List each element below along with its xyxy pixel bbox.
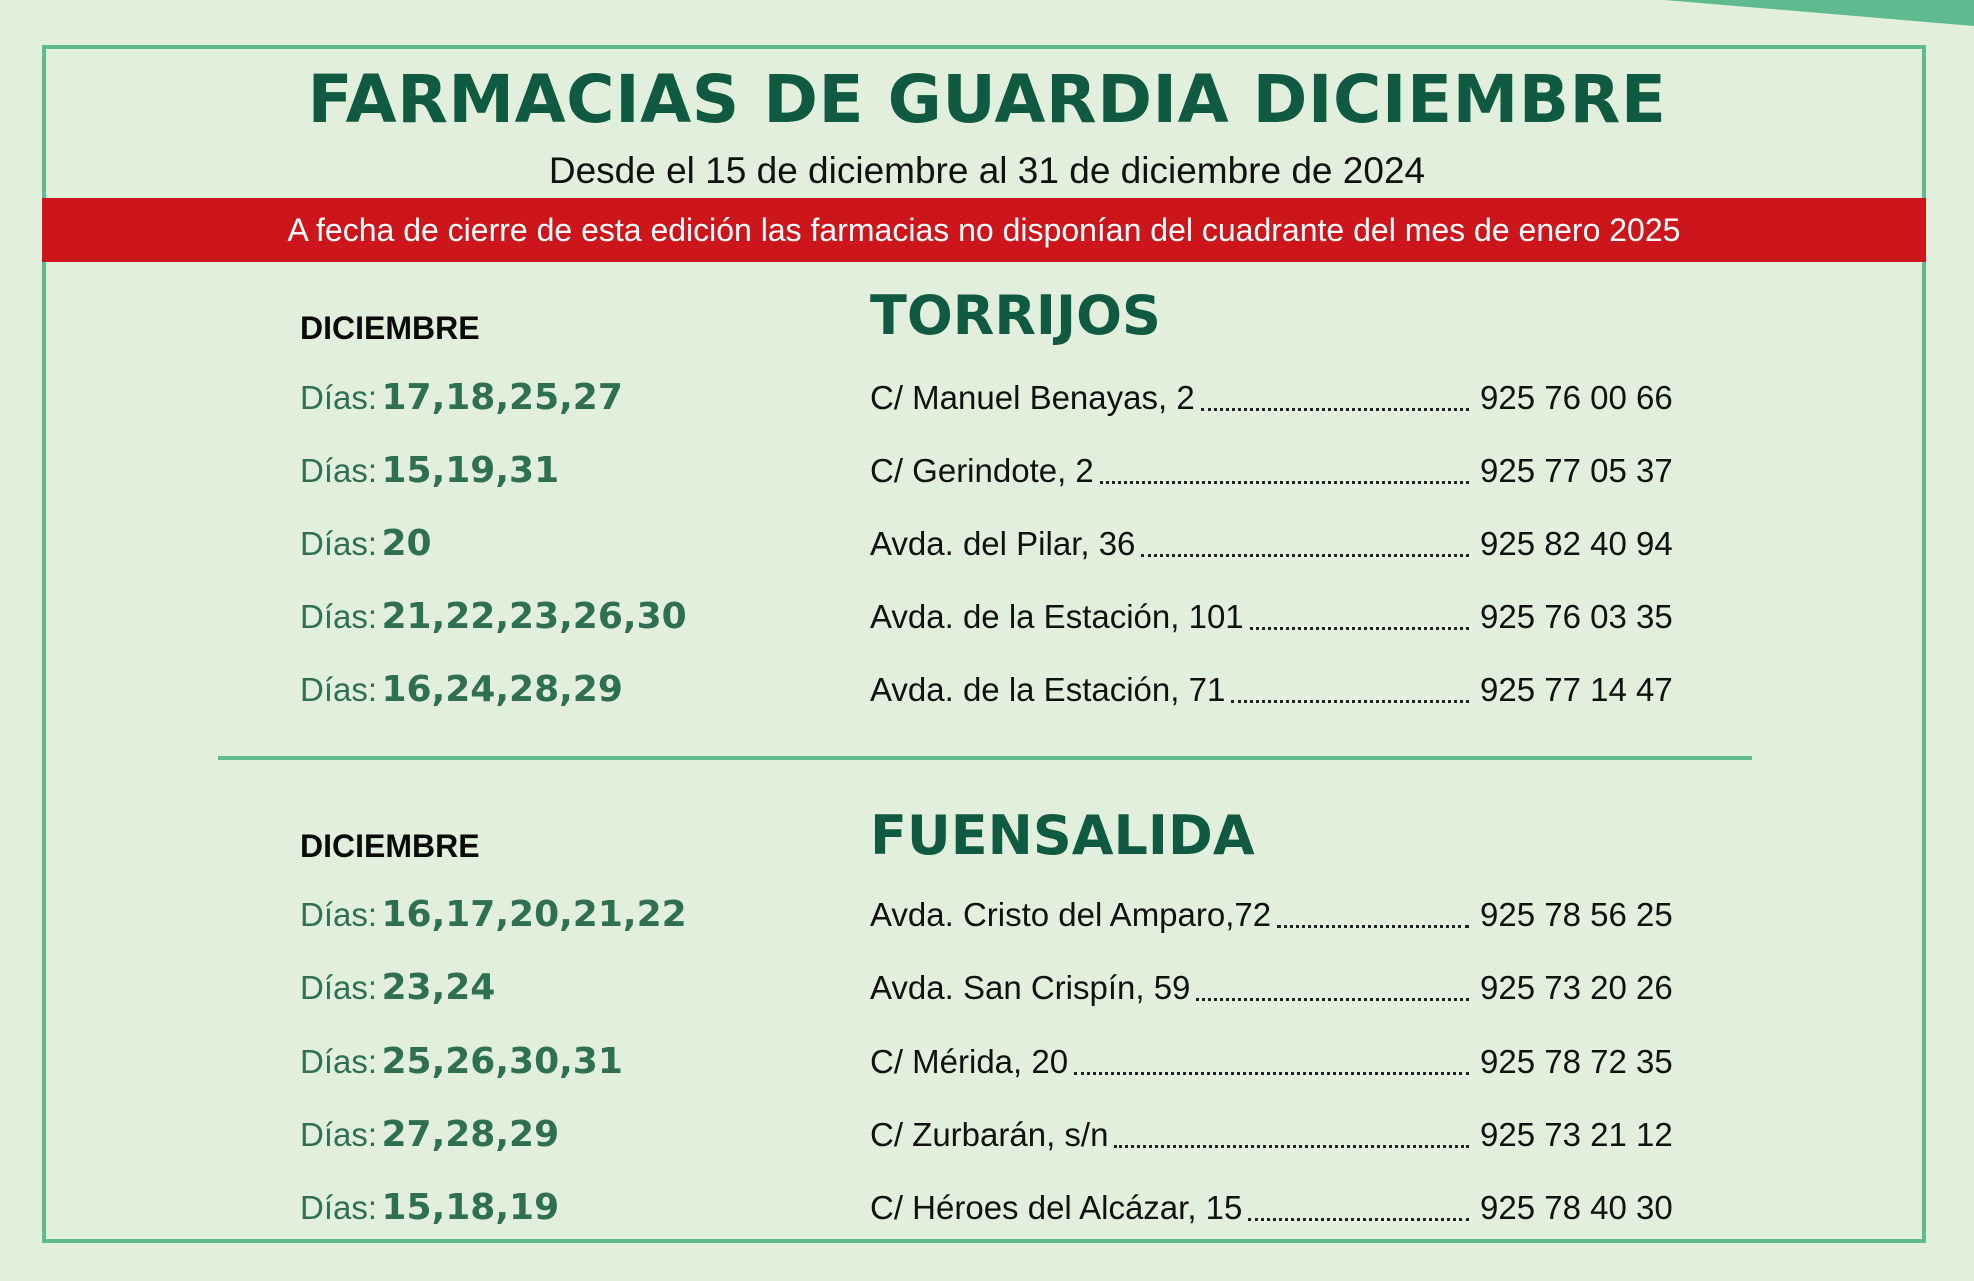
address: C/ Héroes del Alcázar, 15 xyxy=(870,1189,1243,1226)
address: C/ Manuel Benayas, 2 xyxy=(870,379,1195,416)
address-line: Avda. de la Estación, 101 xyxy=(870,592,1475,642)
corner-accent xyxy=(1664,0,1974,26)
pharmacy-row: Días: 15,19,31 C/ Gerindote, 2 925 77 05… xyxy=(0,446,1974,496)
address: Avda. del Pilar, 36 xyxy=(870,525,1136,562)
days-cell: Días: 27,28,29 xyxy=(300,1110,559,1167)
pharmacy-row: Días: 23,24 Avda. San Crispín, 59 925 73… xyxy=(0,963,1974,1013)
page-title: FARMACIAS DE GUARDIA DICIEMBRE xyxy=(307,61,1667,138)
phone-number: 925 76 03 35 xyxy=(1480,598,1673,635)
pharmacy-row: Días: 25,26,30,31 C/ Mérida, 20 925 78 7… xyxy=(0,1037,1974,1087)
town-heading: FUENSALIDA xyxy=(870,804,1255,867)
pharmacy-row: Días: 21,22,23,26,30 Avda. de la Estació… xyxy=(0,592,1974,642)
days-values: 27,28,29 xyxy=(381,1114,560,1155)
address-line: Avda. Cristo del Amparo,72 xyxy=(870,890,1475,940)
days-prefix: Días: xyxy=(300,1189,378,1226)
days-values: 20 xyxy=(381,523,432,564)
dot-leader xyxy=(1249,626,1469,630)
days-cell: Días: 17,18,25,27 xyxy=(300,373,623,430)
days-cell: Días: 16,24,28,29 xyxy=(300,665,623,722)
phone-number: 925 73 21 12 xyxy=(1480,1116,1673,1153)
days-cell: Días: 16,17,20,21,22 xyxy=(300,890,687,947)
dot-leader xyxy=(1200,407,1469,411)
dot-leader xyxy=(1248,1217,1469,1221)
address-line: C/ Manuel Benayas, 2 xyxy=(870,373,1475,423)
phone-number: 925 77 14 47 xyxy=(1480,671,1673,708)
phone-number: 925 78 72 35 xyxy=(1480,1043,1673,1080)
notice-banner: A fecha de cierre de esta edición las fa… xyxy=(42,198,1926,262)
days-cell: Días: 21,22,23,26,30 xyxy=(300,592,687,649)
days-values: 17,18,25,27 xyxy=(381,377,623,418)
address: Avda. Cristo del Amparo,72 xyxy=(870,896,1272,933)
days-values: 15,19,31 xyxy=(381,450,560,491)
days-prefix: Días: xyxy=(300,525,378,562)
dot-leader xyxy=(1231,699,1469,703)
pharmacy-row: Días: 20 Avda. del Pilar, 36 925 82 40 9… xyxy=(0,519,1974,569)
month-label: DICIEMBRE xyxy=(300,310,480,346)
pharmacy-row: Días: 27,28,29 C/ Zurbarán, s/n 925 73 2… xyxy=(0,1110,1974,1160)
dot-leader xyxy=(1196,997,1469,1001)
days-cell: Días: 25,26,30,31 xyxy=(300,1037,623,1094)
phone-number: 925 82 40 94 xyxy=(1480,525,1673,562)
days-prefix: Días: xyxy=(300,379,378,416)
month-label: DICIEMBRE xyxy=(300,828,480,864)
address: Avda. San Crispín, 59 xyxy=(870,969,1191,1006)
phone-number: 925 78 56 25 xyxy=(1480,896,1673,933)
address-line: C/ Héroes del Alcázar, 15 xyxy=(870,1183,1475,1233)
phone-number: 925 77 05 37 xyxy=(1480,452,1673,489)
address: C/ Gerindote, 2 xyxy=(870,452,1094,489)
days-values: 25,26,30,31 xyxy=(381,1041,623,1082)
address: Avda. de la Estación, 101 xyxy=(870,598,1244,635)
address-line: Avda. de la Estación, 71 xyxy=(870,665,1475,715)
town-heading: TORRIJOS xyxy=(870,284,1161,347)
pharmacy-row: Días: 16,17,20,21,22 Avda. Cristo del Am… xyxy=(0,890,1974,940)
pharmacy-row: Días: 16,24,28,29 Avda. de la Estación, … xyxy=(0,665,1974,715)
address-line: C/ Gerindote, 2 xyxy=(870,446,1475,496)
dot-leader xyxy=(1099,480,1469,484)
dot-leader xyxy=(1074,1071,1469,1075)
days-values: 16,17,20,21,22 xyxy=(381,894,687,935)
days-cell: Días: 20 xyxy=(300,519,432,576)
address: C/ Zurbarán, s/n xyxy=(870,1116,1109,1153)
phone-number: 925 73 20 26 xyxy=(1480,969,1673,1006)
address-line: C/ Zurbarán, s/n xyxy=(870,1110,1475,1160)
address-line: Avda. San Crispín, 59 xyxy=(870,963,1475,1013)
days-prefix: Días: xyxy=(300,896,378,933)
section-divider xyxy=(218,756,1752,760)
days-cell: Días: 15,19,31 xyxy=(300,446,559,503)
address-line: Avda. del Pilar, 36 xyxy=(870,519,1475,569)
address: Avda. de la Estación, 71 xyxy=(870,671,1226,708)
days-values: 21,22,23,26,30 xyxy=(381,596,687,637)
dot-leader xyxy=(1114,1144,1469,1148)
phone-number: 925 76 00 66 xyxy=(1480,379,1673,416)
days-prefix: Días: xyxy=(300,969,378,1006)
dot-leader xyxy=(1141,553,1469,557)
days-values: 23,24 xyxy=(381,967,496,1008)
page-frame xyxy=(42,45,1926,1243)
dot-leader xyxy=(1277,924,1469,928)
days-cell: Días: 15,18,19 xyxy=(300,1183,559,1240)
days-values: 16,24,28,29 xyxy=(381,669,623,710)
days-prefix: Días: xyxy=(300,598,378,635)
days-values: 15,18,19 xyxy=(381,1187,560,1228)
days-cell: Días: 23,24 xyxy=(300,963,495,1020)
days-prefix: Días: xyxy=(300,452,378,489)
address-line: C/ Mérida, 20 xyxy=(870,1037,1475,1087)
pharmacy-row: Días: 17,18,25,27 C/ Manuel Benayas, 2 9… xyxy=(0,373,1974,423)
phone-number: 925 78 40 30 xyxy=(1480,1189,1673,1226)
days-prefix: Días: xyxy=(300,1116,378,1153)
address: C/ Mérida, 20 xyxy=(870,1043,1069,1080)
days-prefix: Días: xyxy=(300,671,378,708)
page-subtitle: Desde el 15 de diciembre al 31 de diciem… xyxy=(548,150,1426,191)
pharmacy-row: Días: 15,18,19 C/ Héroes del Alcázar, 15… xyxy=(0,1183,1974,1233)
days-prefix: Días: xyxy=(300,1043,378,1080)
